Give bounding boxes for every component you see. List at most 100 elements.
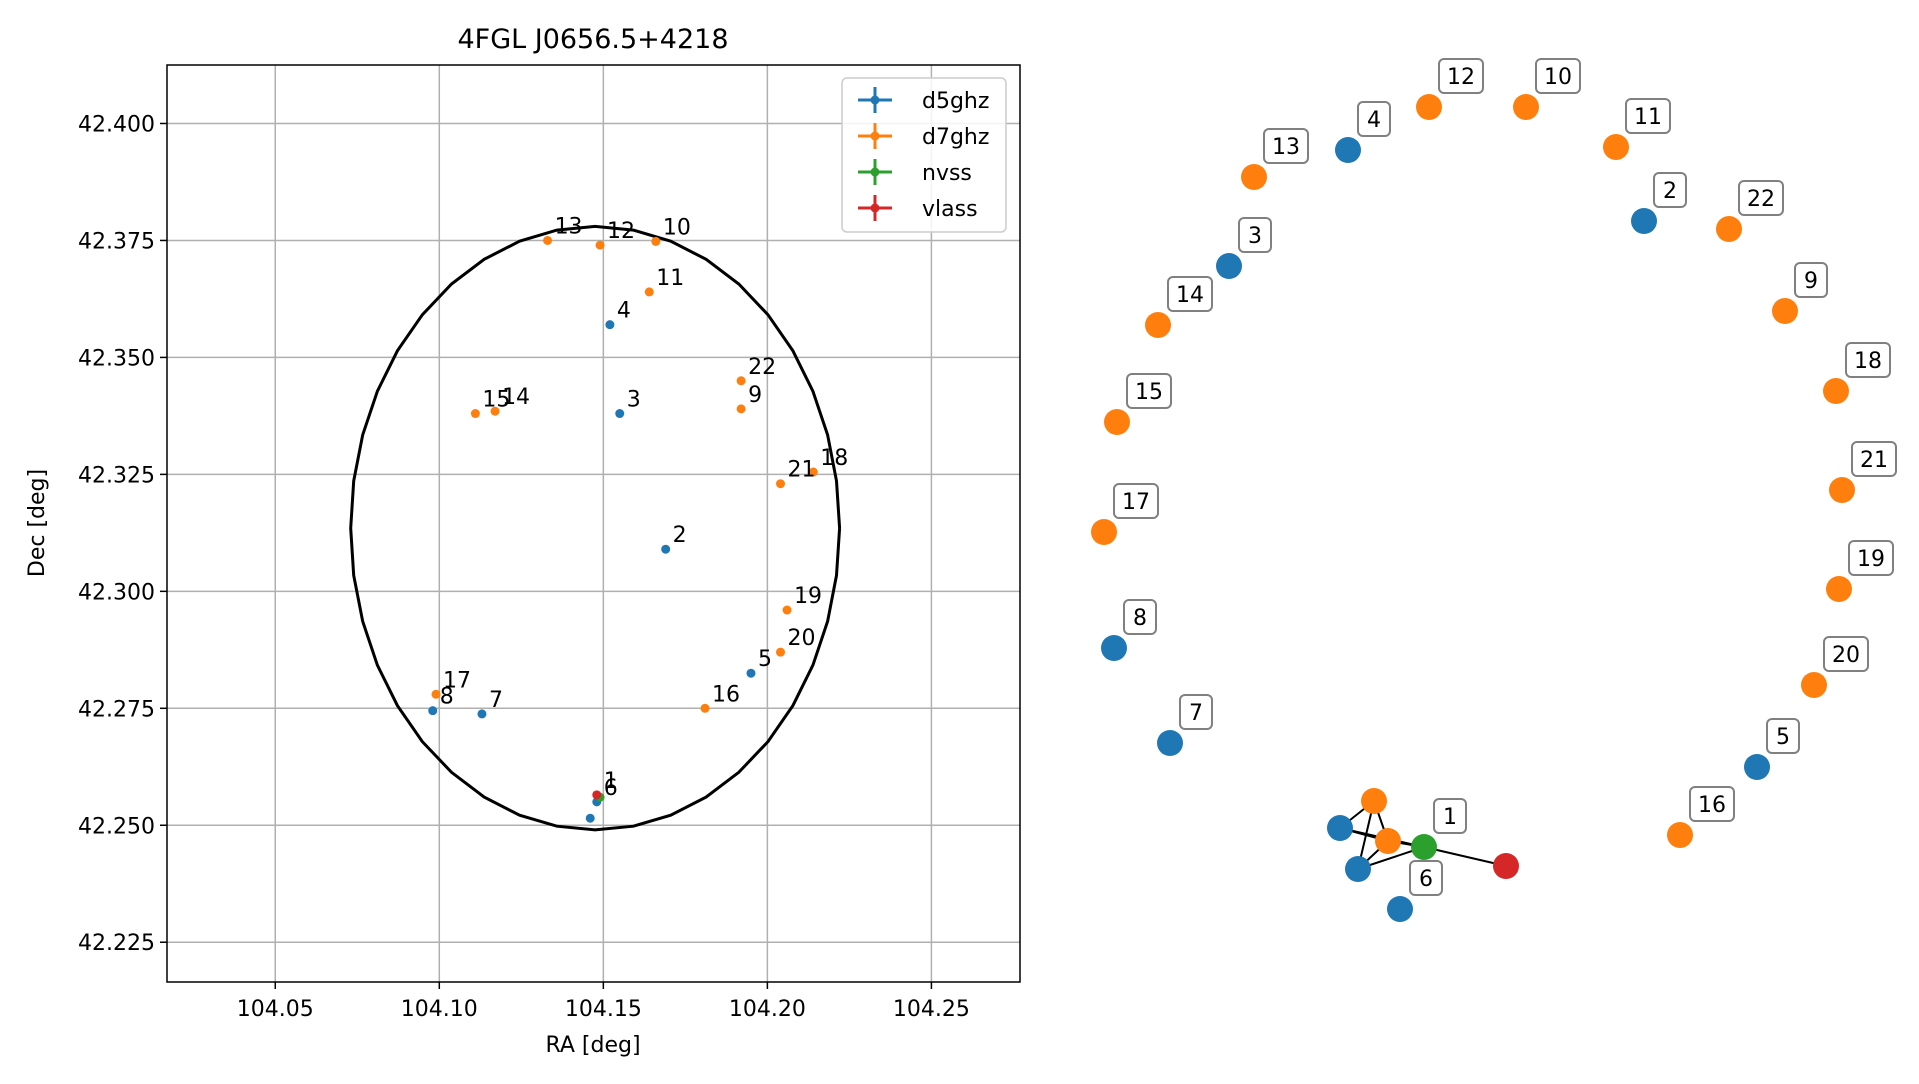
point-d7ghz-14 [490, 406, 500, 416]
graph-node-label: 12 [1438, 58, 1484, 94]
point-d5ghz [585, 813, 595, 823]
node-label-text: 1 [1443, 805, 1457, 830]
point-label: 5 [758, 647, 772, 672]
point-d7ghz-15 [470, 409, 480, 419]
node-label-text: 20 [1832, 643, 1860, 668]
node-label-box [1409, 860, 1443, 896]
legend: d5ghz d7ghz nvss vlass [841, 77, 1007, 233]
node-label-box [1126, 373, 1172, 409]
graph-node-13 [1241, 164, 1267, 190]
legend-label: nvss [922, 161, 972, 186]
legend-label: d5ghz [922, 89, 989, 114]
legend-entry-vlass: vlass [858, 195, 978, 222]
point-d7ghz-17 [431, 689, 441, 699]
node-label-box [1766, 718, 1800, 754]
point-label: 20 [788, 626, 816, 651]
legend-marker [870, 131, 880, 141]
graph-node-19 [1826, 576, 1852, 602]
graph-node-16 [1667, 822, 1693, 848]
node-label-box [1535, 58, 1581, 94]
graph-node-label: 20 [1823, 636, 1869, 672]
graph-node-10 [1513, 94, 1539, 120]
node-label-text: 17 [1122, 490, 1150, 515]
graph-node-label: 11 [1625, 98, 1671, 134]
graph-node-7 [1157, 730, 1183, 756]
graph-node [1361, 788, 1387, 814]
point-label: 14 [502, 385, 530, 410]
point-label: 18 [820, 446, 848, 471]
graph-node-label: 18 [1845, 342, 1891, 378]
x-tick-label: 104.05 [237, 997, 314, 1022]
y-tick-label: 42.350 [78, 346, 155, 371]
node-label-box [1263, 128, 1309, 164]
point-label: 2 [673, 523, 687, 548]
y-tick-label: 42.375 [78, 229, 155, 254]
node-label-box [1851, 441, 1897, 477]
graph-node-label: 17 [1113, 483, 1159, 519]
point-label: 17 [443, 668, 471, 693]
graph-node-label: 22 [1738, 180, 1784, 216]
graph-node-label: 21 [1851, 441, 1897, 477]
point-label: 21 [788, 458, 816, 483]
graph-nodes [1091, 94, 1855, 922]
node-label-text: 7 [1189, 701, 1203, 726]
chart-title: 4FGL J0656.5+4218 [457, 24, 728, 55]
node-label-text: 9 [1804, 269, 1818, 294]
point-label: 15 [482, 388, 510, 413]
point-d7ghz-16 [700, 703, 710, 713]
point-label: 9 [748, 383, 762, 408]
graph-node-14 [1145, 312, 1171, 338]
graph-node-17 [1091, 519, 1117, 545]
y-tick-label: 42.400 [78, 112, 155, 137]
node-label-box [1845, 342, 1891, 378]
graph-node-label: 15 [1126, 373, 1172, 409]
scatter-points [428, 235, 818, 823]
graph-node-5 [1744, 754, 1770, 780]
graph-node-8 [1101, 635, 1127, 661]
node-label-box [1653, 172, 1687, 208]
graph-node-label: 5 [1766, 718, 1800, 754]
point-label: 22 [748, 355, 776, 380]
point-label: 10 [663, 215, 691, 240]
node-label-text: 22 [1747, 187, 1775, 212]
graph-node-11 [1603, 134, 1629, 160]
point-label: 13 [555, 214, 583, 239]
legend-entry-nvss: nvss [858, 159, 972, 186]
node-label-box [1179, 694, 1213, 730]
point-d7ghz-11 [644, 287, 654, 297]
point-label: 4 [617, 299, 631, 324]
y-tick-label: 42.325 [78, 463, 155, 488]
node-label-box [1238, 217, 1272, 253]
graph-node-18 [1823, 378, 1849, 404]
point-d5ghz-4 [605, 320, 615, 330]
node-label-text: 12 [1447, 65, 1475, 90]
graph-node-22 [1716, 216, 1742, 242]
x-axis-ticks: 104.05 104.10 104.15 104.20 104.25 [237, 982, 970, 1022]
node-label-text: 4 [1367, 108, 1381, 133]
graph-node-12 [1416, 94, 1442, 120]
point-d7ghz-20 [776, 647, 786, 657]
graph-node-6 [1387, 896, 1413, 922]
point-label: 6 [604, 776, 618, 801]
node-label-text: 19 [1857, 547, 1885, 572]
x-tick-label: 104.10 [401, 997, 478, 1022]
graph-node-2 [1631, 208, 1657, 234]
node-label-text: 5 [1776, 725, 1790, 750]
localization-ellipse [349, 224, 842, 832]
point-d5ghz-3 [615, 409, 625, 419]
node-label-box [1438, 58, 1484, 94]
graph-node-label: 16 [1689, 786, 1735, 822]
graph-node-label: 9 [1794, 262, 1828, 298]
node-label-box [1794, 262, 1828, 298]
point-d5ghz-7 [477, 709, 487, 719]
legend-label: vlass [922, 197, 978, 222]
point-d7ghz-21 [776, 479, 786, 489]
point-label: 12 [607, 219, 635, 244]
x-tick-label: 104.25 [893, 997, 970, 1022]
graph-edge [1423, 846, 1507, 867]
node-label-text: 18 [1854, 349, 1882, 374]
y-tick-label: 42.225 [78, 931, 155, 956]
graph-node-20 [1801, 672, 1827, 698]
